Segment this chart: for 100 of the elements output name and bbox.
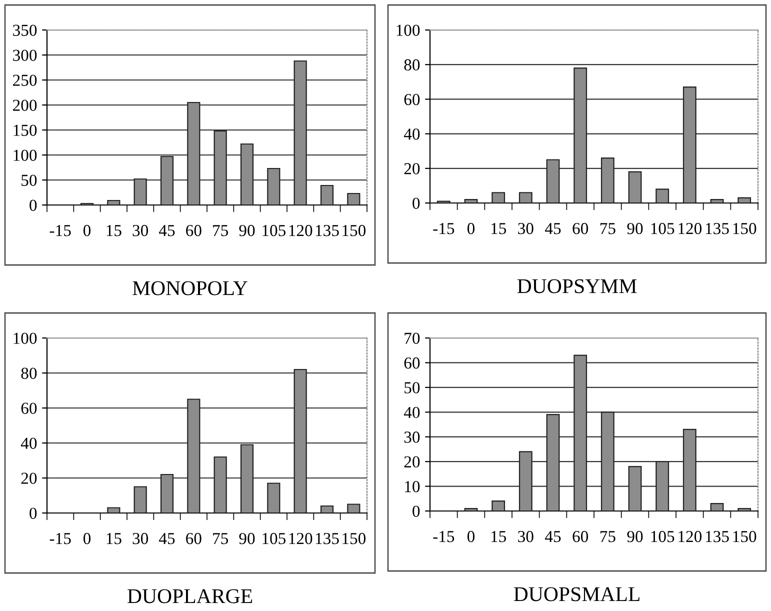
x-tick-label: 120 <box>678 222 702 234</box>
bar <box>134 486 147 513</box>
bar <box>492 500 506 511</box>
x-tick-label: -15 <box>433 531 454 542</box>
bar <box>107 507 120 513</box>
x-tick-label: 150 <box>342 224 366 236</box>
bar <box>574 354 588 511</box>
x-tick-label: 30 <box>518 530 534 542</box>
x-tick-label: 45 <box>544 531 561 542</box>
y-tick-label: 30 <box>404 432 420 443</box>
x-tick-label: -15 <box>50 225 71 236</box>
x-tick-label: 90 <box>239 532 255 544</box>
bar <box>267 168 280 205</box>
x-tick-label: 30 <box>518 222 534 234</box>
x-tick-label: 150 <box>733 222 756 234</box>
y-tick-label: 40 <box>20 438 37 449</box>
x-tick-label: 135 <box>316 224 339 236</box>
x-tick-label: 105 <box>262 532 286 544</box>
x-tick-label: 60 <box>572 530 588 542</box>
text: DUOPSMALL <box>514 587 640 602</box>
x-tick-label: 150 <box>342 532 366 544</box>
x-tick-label: 135 <box>706 530 729 542</box>
x-tick-label: 15 <box>491 223 506 234</box>
x-tick-label: 75 <box>600 223 616 234</box>
y-tick-label: 40 <box>404 128 420 140</box>
bar <box>294 60 307 205</box>
y-tick-label: 20 <box>21 472 37 484</box>
bar <box>464 198 478 203</box>
text: DUOPSYMM <box>517 279 637 294</box>
x-tick-label: 75 <box>213 533 228 544</box>
x-tick-label: 45 <box>158 533 175 544</box>
bar <box>240 143 254 205</box>
y-tick-label: 100 <box>14 150 37 161</box>
bar <box>320 505 334 513</box>
bar <box>600 412 614 511</box>
y-tick-label: 60 <box>21 402 37 414</box>
y-tick-label: 10 <box>405 480 420 492</box>
y-tick-label: 350 <box>13 24 37 36</box>
y-tick-label: 60 <box>404 357 420 369</box>
bar <box>347 192 360 205</box>
bar <box>546 159 560 203</box>
x-tick-label: 0 <box>83 224 91 236</box>
x-tick-label: 120 <box>289 532 312 544</box>
x-tick-label: 105 <box>651 530 674 542</box>
text: MONOPOLY <box>132 281 248 296</box>
x-tick-label: 60 <box>572 222 588 234</box>
x-tick-label: 90 <box>627 530 643 542</box>
x-tick-label: 135 <box>316 532 339 544</box>
y-tick-label: 300 <box>13 50 37 61</box>
x-tick-label: 120 <box>678 530 702 542</box>
bar <box>574 68 588 203</box>
x-tick-label: 15 <box>491 531 506 542</box>
bar <box>682 86 696 203</box>
y-tick-label: 20 <box>404 163 420 174</box>
x-tick-label: 45 <box>158 225 175 236</box>
bar <box>240 444 254 513</box>
bar <box>294 368 307 513</box>
bar <box>628 171 642 203</box>
bar <box>518 192 532 203</box>
bar <box>187 398 200 513</box>
x-tick-label: 120 <box>289 224 312 236</box>
x-tick-label: 135 <box>706 222 729 234</box>
bar <box>267 482 280 513</box>
bar <box>656 188 670 203</box>
x-tick-label: 90 <box>627 222 643 234</box>
x-tick-label: 90 <box>239 224 255 236</box>
bar <box>107 200 120 205</box>
bar <box>347 504 360 513</box>
bar <box>628 466 642 511</box>
x-tick-label: 0 <box>83 532 91 544</box>
bar <box>738 197 752 203</box>
bar <box>160 474 174 513</box>
y-tick-label: 100 <box>14 332 37 344</box>
bar <box>656 461 670 511</box>
x-tick-label: 0 <box>467 530 475 542</box>
x-tick-label: -15 <box>433 223 454 234</box>
y-tick-label: 0 <box>30 508 37 519</box>
bar <box>710 503 724 511</box>
y-tick-label: 100 <box>396 24 420 36</box>
bar <box>518 451 532 511</box>
y-tick-label: 20 <box>404 456 420 468</box>
x-tick-label: 30 <box>132 532 148 544</box>
x-tick-label: 60 <box>186 532 202 544</box>
y-tick-label: 0 <box>412 506 420 517</box>
x-tick-label: 15 <box>106 533 122 544</box>
x-tick-label: 105 <box>262 224 286 236</box>
x-tick-label: 60 <box>186 224 202 236</box>
x-tick-label: 75 <box>213 225 228 236</box>
y-tick-label: 250 <box>13 74 37 86</box>
text: DUOPLARGE <box>128 589 252 604</box>
y-tick-label: 40 <box>404 406 420 418</box>
bar <box>214 130 227 205</box>
bar <box>214 456 227 513</box>
x-tick-label: 30 <box>132 224 148 236</box>
y-tick-label: 150 <box>14 124 37 136</box>
bar <box>682 428 696 511</box>
x-tick-label: 45 <box>544 223 561 234</box>
y-tick-label: 80 <box>404 59 420 71</box>
y-tick-label: 70 <box>404 332 420 344</box>
y-tick-label: 0 <box>412 198 420 209</box>
